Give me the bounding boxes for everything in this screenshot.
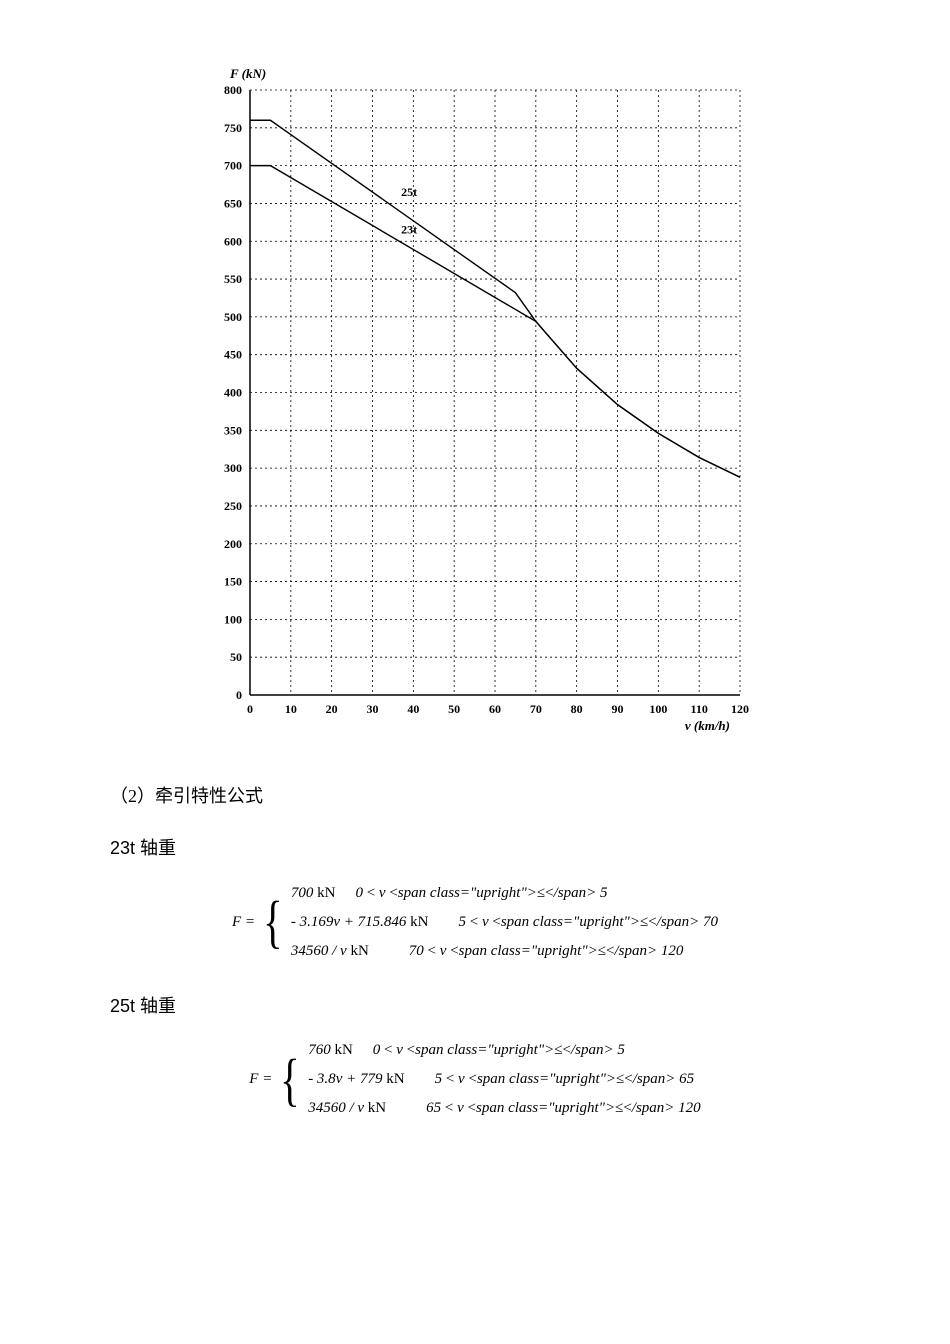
formula-expr: 34560 / v kN [291,943,369,959]
svg-text:650: 650 [224,196,242,210]
formula-rows: 760 kN 0 < v <span class="upright">≤</spa… [308,1037,701,1122]
svg-text:500: 500 [224,310,242,324]
formula-row: 34560 / v kN 70 < v <span class="upright"… [291,938,718,965]
formula-expr: 34560 / v kN [308,1100,386,1116]
formula-condition: 5 < v <span class="upright">≤</span> 70 [458,914,718,930]
svg-text:23t: 23t [401,223,417,237]
formula-lhs: F = [232,909,255,936]
formula-row: 34560 / v kN 65 < v <span class="upright"… [308,1095,701,1122]
svg-text:v (km/h): v (km/h) [685,718,730,733]
svg-text:250: 250 [224,499,242,513]
formula-23t: F = { 700 kN 0 < v <span class="upright">… [110,880,840,965]
svg-text:350: 350 [224,423,242,437]
formula-condition: 0 < v <span class="upright">≤</span> 5 [355,885,607,901]
brace-icon: { [281,1051,300,1109]
formula-lhs: F = [249,1066,272,1093]
svg-text:750: 750 [224,121,242,135]
formula-condition: 70 < v <span class="upright">≤</span> 12… [409,943,684,959]
svg-text:20: 20 [326,702,338,716]
svg-text:50: 50 [448,702,460,716]
svg-text:600: 600 [224,234,242,248]
svg-text:90: 90 [612,702,624,716]
svg-text:800: 800 [224,83,242,97]
sub-heading-23t: 23t 轴重 [110,832,840,864]
svg-text:100: 100 [224,612,242,626]
svg-text:F (kN): F (kN) [229,66,266,81]
brace-icon: { [263,893,282,951]
svg-text:450: 450 [224,348,242,362]
traction-chart: 0 10 20 30 40 50 60 70 80 90 100 110 120 0 50 100 150 200… [110,60,840,740]
formula-25t: F = { 760 kN 0 < v <span class="upright">… [110,1037,840,1122]
formula-expr: 700 kN [291,885,336,901]
formula-row: - 3.8v + 779 kN 5 < v <span class="uprigh… [308,1066,701,1093]
formula-row: - 3.169v + 715.846 kN 5 < v <span class="… [291,909,718,936]
svg-text:0: 0 [236,688,242,702]
svg-text:550: 550 [224,272,242,286]
svg-text:60: 60 [489,702,501,716]
svg-text:400: 400 [224,386,242,400]
formula-condition: 5 < v <span class="upright">≤</span> 65 [435,1071,695,1087]
svg-text:50: 50 [230,650,242,664]
sub-heading-25t: 25t 轴重 [110,990,840,1022]
formula-expr: 760 kN [308,1042,353,1058]
svg-text:10: 10 [285,702,297,716]
svg-text:110: 110 [690,702,707,716]
svg-text:700: 700 [224,159,242,173]
formula-condition: 0 < v <span class="upright">≤</span> 5 [373,1042,625,1058]
svg-text:200: 200 [224,537,242,551]
formula-expr: - 3.169v + 715.846 kN [291,914,429,930]
formula-row: 760 kN 0 < v <span class="upright">≤</spa… [308,1037,701,1064]
svg-text:120: 120 [731,702,749,716]
chart-svg: 0 10 20 30 40 50 60 70 80 90 100 110 120 0 50 100 150 200… [195,60,755,740]
formula-condition: 65 < v <span class="upright">≤</span> 12… [426,1100,701,1116]
svg-text:30: 30 [367,702,379,716]
svg-text:0: 0 [247,702,253,716]
formula-expr: - 3.8v + 779 kN [308,1071,404,1087]
formula-row: 700 kN 0 < v <span class="upright">≤</spa… [291,880,718,907]
svg-text:80: 80 [571,702,583,716]
section-heading: （2）牵引特性公式 [110,780,840,812]
svg-text:300: 300 [224,461,242,475]
svg-text:100: 100 [649,702,667,716]
svg-text:40: 40 [407,702,419,716]
svg-text:150: 150 [224,575,242,589]
formula-rows: 700 kN 0 < v <span class="upright">≤</spa… [291,880,718,965]
svg-text:70: 70 [530,702,542,716]
svg-text:25t: 25t [401,185,417,199]
